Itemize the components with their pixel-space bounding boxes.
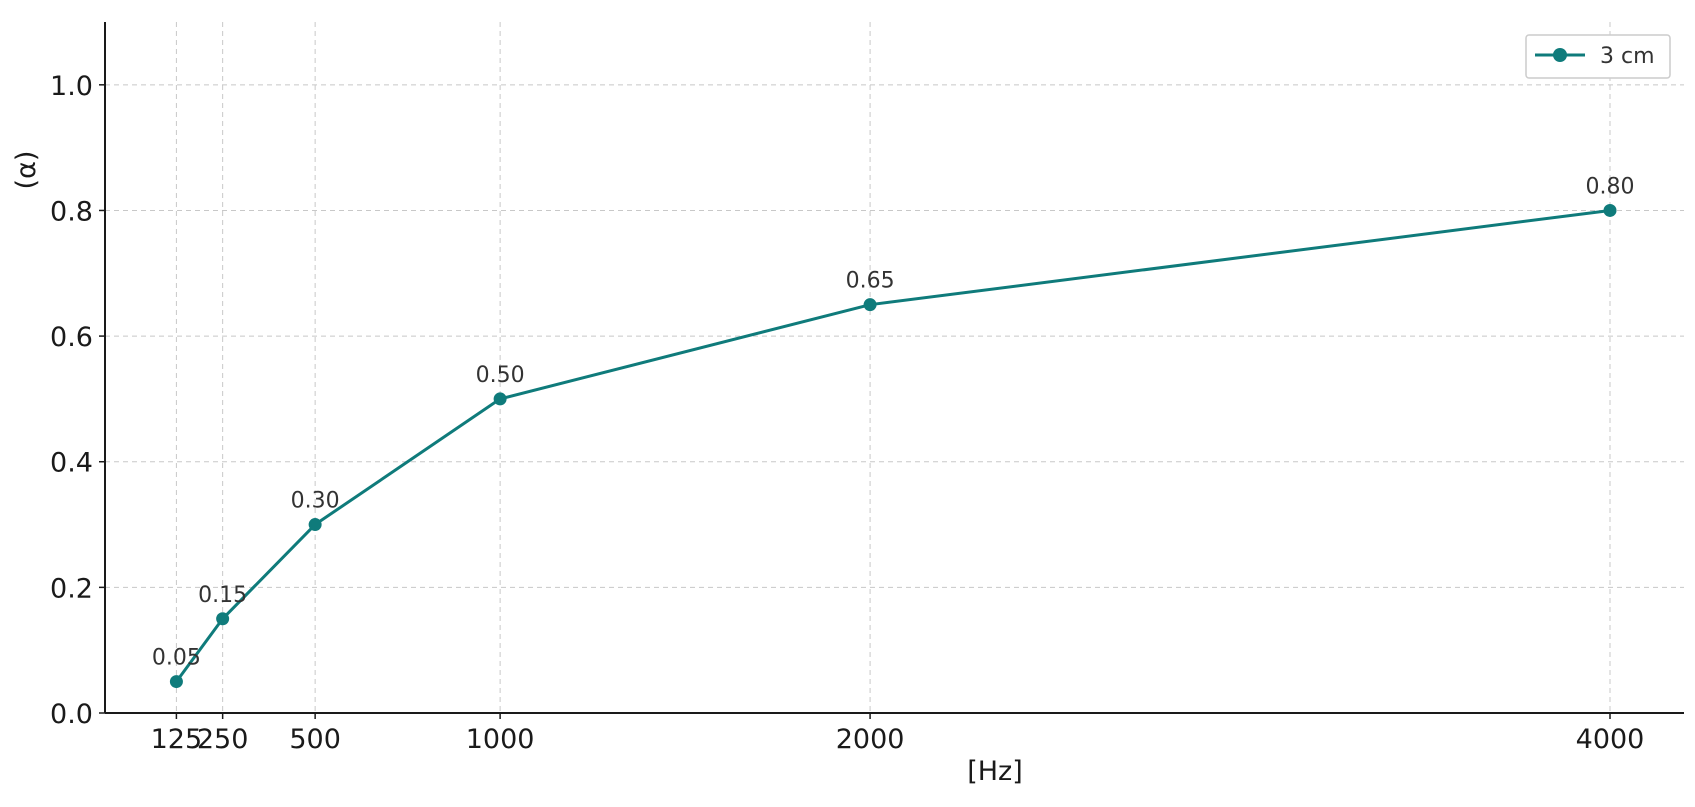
data-point bbox=[308, 518, 322, 532]
x-tick-label: 2000 bbox=[836, 724, 905, 755]
grid bbox=[105, 22, 1684, 713]
data-point bbox=[169, 675, 183, 689]
series-line bbox=[175, 208, 1611, 683]
data-label: 0.15 bbox=[198, 583, 247, 608]
x-tick-label: 500 bbox=[289, 724, 341, 755]
y-tick-label: 0.6 bbox=[50, 322, 93, 353]
x-tick-label: 125 bbox=[151, 724, 203, 755]
axes bbox=[104, 22, 1684, 714]
series bbox=[169, 203, 1617, 689]
data-point bbox=[863, 298, 877, 312]
data-label: 0.30 bbox=[291, 489, 340, 514]
legend: 3 cm bbox=[1525, 34, 1671, 79]
x-tick-label: 250 bbox=[197, 724, 249, 755]
y-tick-label: 1.0 bbox=[50, 71, 93, 102]
x-axis-label: [Hz] bbox=[967, 756, 1023, 787]
legend-box bbox=[1525, 34, 1671, 79]
y-tick-label: 0.2 bbox=[50, 573, 93, 604]
data-labels: 0.05 0.15 0.30 0.50 0.65 0.80 bbox=[152, 174, 1635, 670]
x-tick-label: 4000 bbox=[1576, 724, 1645, 755]
data-point bbox=[493, 392, 507, 406]
data-point bbox=[1603, 203, 1617, 217]
x-tick-label: 1000 bbox=[466, 724, 535, 755]
data-label: 0.05 bbox=[152, 646, 201, 671]
legend-series-label: 3 cm bbox=[1600, 44, 1655, 69]
legend-series-marker bbox=[1553, 48, 1567, 62]
data-point bbox=[216, 612, 230, 626]
data-label: 0.50 bbox=[476, 363, 525, 388]
y-axis-label: (α) bbox=[11, 151, 42, 190]
y-tick-label: 0.8 bbox=[50, 196, 93, 227]
data-label: 0.65 bbox=[846, 269, 895, 294]
y-tick-label: 0.4 bbox=[50, 448, 93, 479]
y-tick-label: 0.0 bbox=[50, 699, 93, 730]
data-label: 0.80 bbox=[1586, 174, 1635, 199]
